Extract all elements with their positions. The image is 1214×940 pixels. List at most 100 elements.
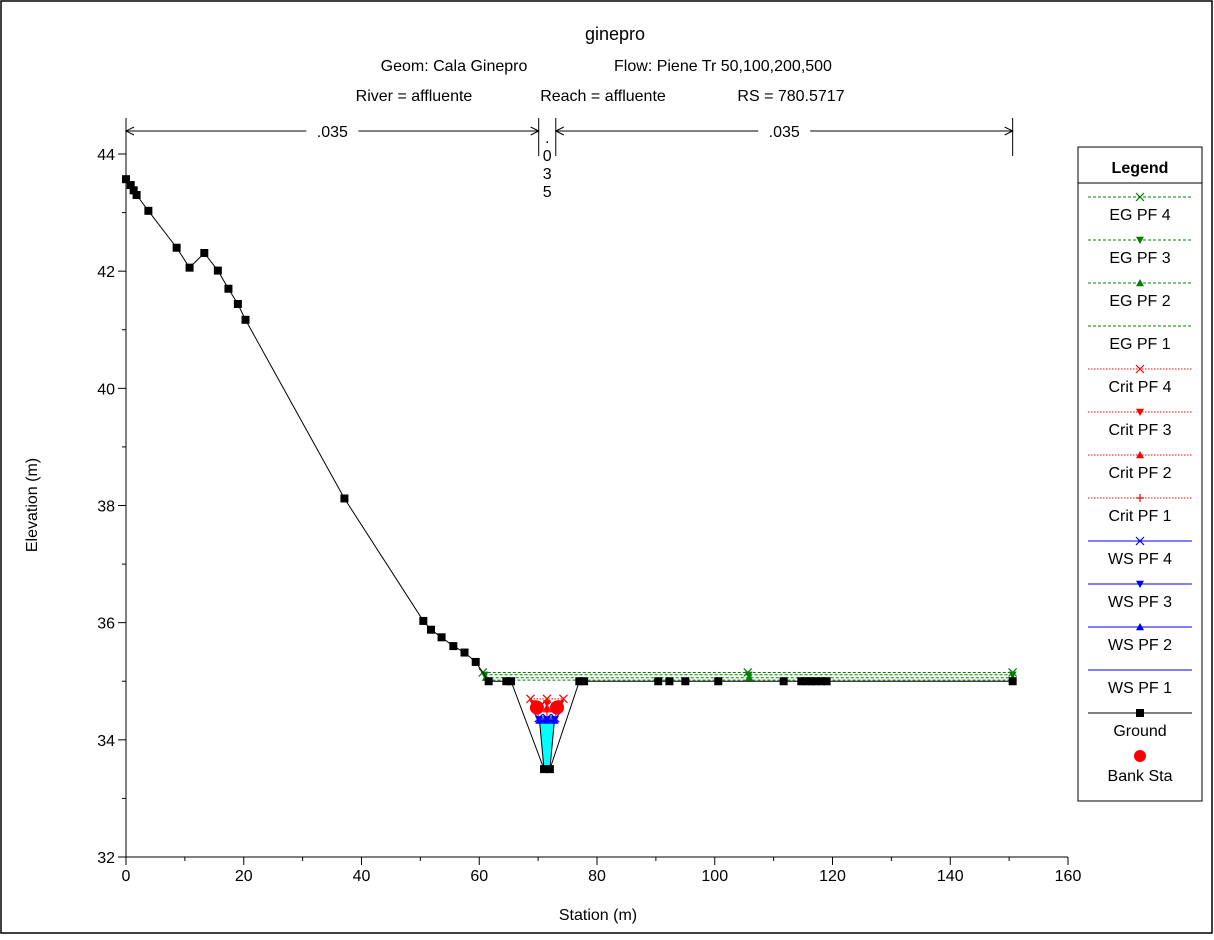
- legend-item-ws-pf-2: WS PF 2: [1088, 623, 1192, 654]
- mannings-char-2: 3: [543, 166, 552, 183]
- legend-item-crit-pf-4: Crit PF 4: [1088, 364, 1192, 396]
- ground-point-17: [460, 648, 469, 657]
- mannings-arrowhead-left-2: [554, 126, 565, 136]
- ground-point-14: [426, 625, 435, 634]
- y-axis-label: Elevation (m): [24, 458, 41, 552]
- legend-item-bank-sta: Bank Sta: [1108, 750, 1173, 785]
- x-tick-label-6: 120: [819, 868, 846, 885]
- series-marker-7-1: [542, 707, 551, 716]
- ground-point-33: [807, 677, 816, 686]
- x-tick-label-5: 100: [701, 868, 728, 885]
- legend-marker-2: [1136, 279, 1144, 287]
- ground-point-32: [802, 677, 811, 686]
- x-tick-label-0: 0: [122, 868, 131, 885]
- ground-point-16: [449, 642, 458, 651]
- ground-point-21: [507, 677, 516, 686]
- legend-label-0: EG PF 4: [1109, 207, 1170, 224]
- legend-marker-1: [1136, 236, 1144, 244]
- legend-label-2: EG PF 2: [1109, 293, 1170, 310]
- y-tick-label-6: 44: [97, 147, 115, 164]
- legend-marker-4: [1135, 364, 1145, 374]
- legend-item-eg-pf-1: EG PF 1: [1088, 325, 1192, 353]
- x-axis-label: Station (m): [559, 907, 637, 924]
- legend-marker-0: [1135, 192, 1145, 202]
- ground-point-28: [681, 677, 690, 686]
- ground-point-11: [241, 315, 250, 324]
- y-tick-label-1: 34: [97, 733, 115, 750]
- x-tick-label-8: 160: [1055, 868, 1082, 885]
- legend-item-ws-pf-1: WS PF 1: [1088, 669, 1192, 697]
- y-tick-label-5: 42: [97, 264, 115, 281]
- bank-sta-point-0: [529, 700, 544, 715]
- series-ws-pf-2: [535, 716, 559, 724]
- x-tick-label-3: 60: [470, 868, 488, 885]
- ground-point-8: [213, 266, 222, 275]
- series-marker-2-1: [745, 673, 754, 681]
- ground-point-25: [580, 677, 589, 686]
- legend-marker-5: [1136, 408, 1144, 416]
- y-tick-label-2: 36: [97, 616, 115, 633]
- ground-point-15: [437, 633, 446, 642]
- series-marker-6-1: [542, 703, 551, 711]
- ground-point-36: [822, 677, 831, 686]
- ground-point-10: [233, 299, 242, 308]
- legend-label-9: WS PF 3: [1108, 594, 1172, 611]
- legend-label-6: Crit PF 2: [1108, 465, 1171, 482]
- ground-point-0: [122, 175, 130, 184]
- legend-item-eg-pf-4: EG PF 4: [1088, 192, 1192, 224]
- ground-point-24: [575, 677, 584, 686]
- ground-point-30: [779, 677, 788, 686]
- legend-item-crit-pf-2: Crit PF 2: [1088, 451, 1192, 482]
- ground-point-4: [144, 206, 153, 215]
- ground-point-18: [471, 657, 480, 666]
- ground-point-31: [797, 677, 806, 686]
- ground-point-34: [812, 677, 821, 686]
- legend-label-3: EG PF 1: [1109, 336, 1170, 353]
- legend-label-10: WS PF 2: [1108, 637, 1172, 654]
- legend-item-crit-pf-3: Crit PF 3: [1088, 408, 1192, 439]
- ground-point-5: [172, 243, 181, 252]
- bank-sta-point-1: [549, 700, 564, 715]
- legend-label-12: Ground: [1113, 723, 1166, 740]
- mannings-label-0: .035: [317, 124, 348, 141]
- mannings-label-2: .035: [769, 124, 800, 141]
- legend-label-11: WS PF 1: [1108, 680, 1172, 697]
- ground-point-37: [1008, 677, 1017, 686]
- subtitle-geom: Geom: Cala Ginepro: [381, 58, 528, 75]
- legend-label-8: WS PF 4: [1108, 551, 1172, 568]
- ground-point-27: [665, 677, 674, 686]
- legend-marker-10: [1136, 623, 1144, 631]
- y-tick-label-0: 32: [97, 850, 115, 867]
- mannings-char-3: 5: [543, 184, 552, 201]
- legend: Legend EG PF 4 EG PF 3 EG PF 2 EG PF 1 Crit P…: [1077, 146, 1203, 802]
- subtitle-flow: Flow: Piene Tr 50,100,200,500: [614, 58, 832, 75]
- legend-marker-9: [1136, 580, 1144, 588]
- legend-label-13: Bank Sta: [1108, 768, 1173, 785]
- mannings-char-0: .: [545, 130, 549, 147]
- x-tick-label-2: 40: [353, 868, 371, 885]
- ground-point-6: [185, 263, 194, 272]
- mannings-arrowhead-left-0: [124, 126, 135, 136]
- ground-point-7: [200, 249, 209, 258]
- ground-point-13: [419, 616, 428, 625]
- legend-item-ws-pf-4: WS PF 4: [1088, 536, 1192, 568]
- subtitle-reach: Reach = affluente: [540, 88, 666, 105]
- series-bank-sta: [529, 700, 564, 715]
- x-tick-label-7: 140: [937, 868, 964, 885]
- legend-label-4: Crit PF 4: [1108, 379, 1171, 396]
- x-tick-label-4: 80: [588, 868, 606, 885]
- legend-marker-8: [1135, 536, 1145, 546]
- mannings-segment-2: .035: [554, 124, 1014, 141]
- mannings-char-1: 0: [543, 148, 552, 165]
- series-ground: [122, 175, 1017, 774]
- legend-item-ws-pf-3: WS PF 3: [1088, 580, 1192, 611]
- legend-marker-12: [1136, 709, 1144, 717]
- legend-label-1: EG PF 3: [1109, 250, 1170, 267]
- mannings-n-annotations: .035.035.035: [124, 118, 1014, 201]
- ground-point-1: [126, 181, 135, 190]
- ground-point-2: [129, 186, 138, 195]
- ground-point-23: [545, 765, 554, 774]
- chart-title: ginepro: [585, 24, 645, 44]
